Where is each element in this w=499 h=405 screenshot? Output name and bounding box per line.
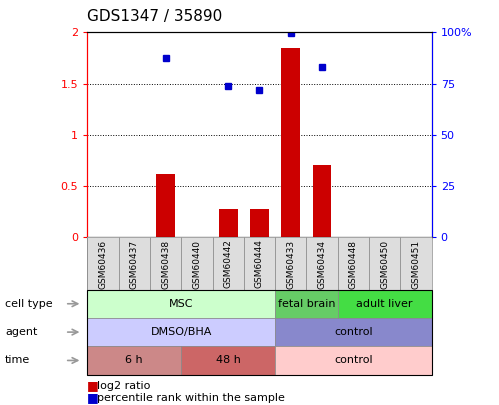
Text: agent: agent <box>5 327 37 337</box>
Text: fetal brain: fetal brain <box>277 299 335 309</box>
Bar <box>213 237 244 290</box>
Text: GSM60438: GSM60438 <box>161 240 170 289</box>
Text: GSM60436: GSM60436 <box>98 240 107 289</box>
Text: ■: ■ <box>87 391 99 404</box>
Text: GSM60434: GSM60434 <box>317 240 326 288</box>
Text: MSC: MSC <box>169 299 194 309</box>
Text: GSM60440: GSM60440 <box>193 240 202 288</box>
Text: adult liver: adult liver <box>356 299 413 309</box>
Text: log2 ratio: log2 ratio <box>97 381 151 390</box>
Bar <box>181 237 213 290</box>
Bar <box>275 237 306 290</box>
Bar <box>119 237 150 290</box>
Text: GSM60444: GSM60444 <box>255 240 264 288</box>
Text: 6 h: 6 h <box>125 356 143 365</box>
Text: time: time <box>5 356 30 365</box>
Text: GSM60448: GSM60448 <box>349 240 358 288</box>
Bar <box>338 237 369 290</box>
Text: GSM60437: GSM60437 <box>130 240 139 289</box>
Bar <box>306 237 338 290</box>
Bar <box>87 237 119 290</box>
Bar <box>150 237 181 290</box>
Text: GDS1347 / 35890: GDS1347 / 35890 <box>87 9 223 24</box>
Text: GSM60451: GSM60451 <box>412 240 421 289</box>
Text: GSM60433: GSM60433 <box>286 240 295 289</box>
Text: cell type: cell type <box>5 299 52 309</box>
Bar <box>369 237 400 290</box>
Text: DMSO/BHA: DMSO/BHA <box>151 327 212 337</box>
Text: GSM60442: GSM60442 <box>224 240 233 288</box>
Bar <box>400 237 432 290</box>
Text: percentile rank within the sample: percentile rank within the sample <box>97 393 285 403</box>
Text: 48 h: 48 h <box>216 356 241 365</box>
Text: ■: ■ <box>87 379 99 392</box>
Bar <box>281 48 300 237</box>
Bar <box>313 165 331 237</box>
Text: control: control <box>334 327 373 337</box>
Bar <box>156 173 175 237</box>
Bar <box>250 209 269 237</box>
Text: GSM60450: GSM60450 <box>380 240 389 289</box>
Bar <box>244 237 275 290</box>
Text: control: control <box>334 356 373 365</box>
Bar <box>219 209 238 237</box>
